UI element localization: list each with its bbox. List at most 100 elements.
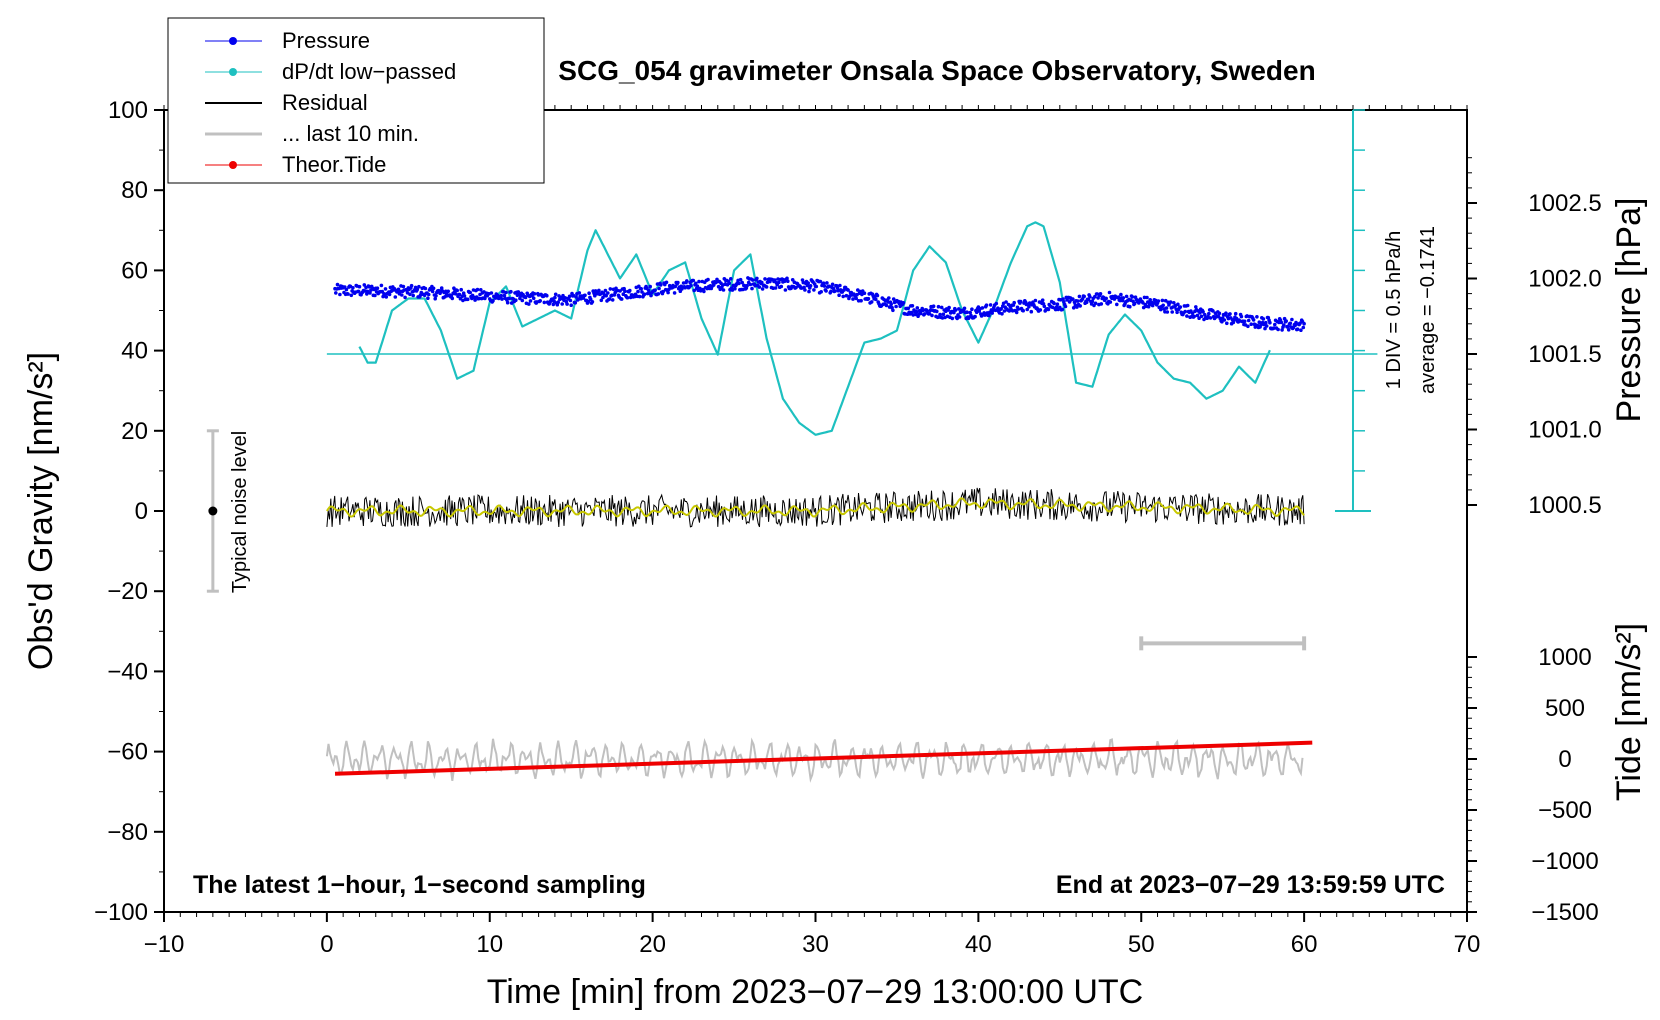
pressure-point (887, 296, 891, 300)
pressure-point (556, 300, 560, 305)
pressure-tick-label: 1001.0 (1528, 417, 1601, 444)
pressure-point (822, 284, 827, 288)
pressure-point (842, 288, 846, 292)
pressure-point (1093, 301, 1098, 306)
pressure-point (1002, 309, 1007, 313)
pressure-point (862, 291, 867, 296)
pressure-point (968, 310, 972, 315)
pressure-point (760, 280, 764, 285)
pressure-point (991, 308, 995, 313)
pressure-point (346, 292, 350, 296)
y-axis-label-tide: Tide [nm/s²] (1610, 623, 1648, 801)
pressure-point (918, 311, 923, 316)
pressure-point (953, 308, 958, 312)
ticks-layer: −10 0 10 20 30 40 50 60 70100806040200−20−40−60−… (94, 97, 1602, 958)
y-axis-label-left: Obs'd Gravity [nm/s²] (22, 352, 60, 670)
pressure-point (648, 284, 652, 289)
pressure-point (1224, 311, 1228, 316)
pressure-point (1185, 303, 1190, 308)
pressure-point (527, 302, 531, 306)
pressure-point (922, 312, 927, 316)
pressure-point (489, 291, 494, 295)
pressure-point (1148, 298, 1152, 302)
pressure-point (891, 297, 896, 301)
pressure-point (1156, 299, 1161, 303)
x-tick-label: 30 (802, 931, 829, 958)
pressure-point (1025, 307, 1029, 312)
pressure-point (637, 294, 642, 299)
x-tick-label: −10 (144, 931, 185, 958)
y-tick-label: 40 (121, 338, 148, 365)
pressure-tick-label: 1000.5 (1528, 492, 1601, 519)
pressure-point (507, 296, 512, 301)
annotation-right: End at 2023−07−29 13:59:59 UTC (1056, 871, 1445, 899)
pressure-point (1071, 306, 1076, 310)
pressure-point (818, 279, 823, 284)
pressure-point (685, 279, 689, 283)
pressure-point (1075, 305, 1079, 309)
annotation-left: The latest 1−hour, 1−second sampling (193, 871, 646, 899)
pressure-point (379, 283, 384, 288)
pressure-point (751, 278, 755, 282)
pressure-point (962, 306, 967, 311)
pressure-point (748, 282, 753, 287)
pressure-point (338, 292, 342, 297)
pressure-point (884, 303, 889, 308)
pressure-point (639, 287, 643, 291)
pressure-point (457, 292, 462, 297)
pressure-point (1119, 292, 1123, 297)
pressure-point (1282, 323, 1286, 327)
tide-tick-label: −500 (1538, 797, 1592, 824)
pressure-point (737, 281, 741, 286)
pressure-tick-label: 1002.5 (1528, 190, 1601, 217)
pressure-point (653, 288, 657, 293)
pressure-point (357, 284, 362, 289)
pressure-point (875, 293, 880, 298)
pressure-point (408, 292, 412, 297)
pressure-point (846, 288, 850, 292)
legend-label-dpdt: dP/dt low−passed (282, 59, 456, 84)
pressure-point (1246, 324, 1250, 329)
pressure-point (452, 286, 456, 291)
y-tick-label: 0 (135, 498, 148, 525)
pressure-point (1042, 304, 1047, 309)
pressure-point (415, 287, 420, 292)
pressure-point (831, 286, 836, 291)
series-layer (206, 109, 1378, 783)
pressure-point (523, 295, 528, 300)
pressure-point (1255, 315, 1259, 319)
pressure-point (1168, 300, 1173, 304)
pressure-point (750, 286, 754, 291)
pressure-point (409, 283, 414, 288)
pressure-point (590, 300, 595, 304)
pressure-point (593, 293, 597, 298)
tide-tick-label: −1000 (1531, 848, 1598, 875)
pressure-point (1000, 312, 1004, 316)
pressure-point (656, 292, 661, 296)
pressure-point (1060, 307, 1065, 312)
pressure-point (1137, 301, 1141, 305)
pressure-point (1040, 298, 1045, 303)
pressure-point (1120, 298, 1125, 303)
pressure-point (520, 298, 525, 303)
pressure-point (994, 301, 999, 306)
pressure-point (1178, 305, 1183, 309)
pressure-point (1263, 326, 1267, 331)
pressure-point (583, 293, 587, 298)
pressure-point (1251, 318, 1256, 322)
pressure-point (334, 291, 338, 295)
pressure-point (829, 289, 833, 294)
pressure-point (1145, 295, 1149, 300)
pressure-point (455, 288, 460, 293)
pressure-point (1170, 310, 1174, 314)
pressure-point (368, 291, 372, 295)
pressure-point (1207, 311, 1211, 316)
pressure-point (1052, 301, 1056, 306)
pressure-point (461, 291, 466, 296)
residual-line (326, 487, 1305, 528)
pressure-point (430, 289, 435, 294)
pressure-point (446, 289, 451, 294)
pressure-point (706, 277, 710, 282)
x-axis-label: Time [min] from 2023−07−29 13:00:00 UTC (487, 973, 1143, 1011)
pressure-point (1201, 310, 1205, 314)
